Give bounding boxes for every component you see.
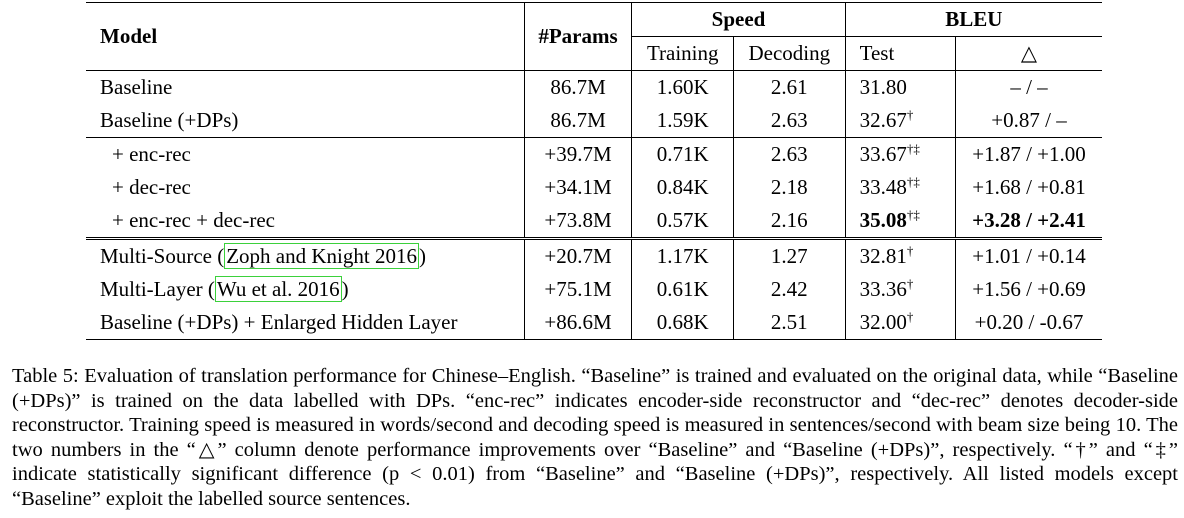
header-test: Test [845,36,957,71]
table-row: Multi-Layer (Wu et al. 2016) +75.1M 0.61… [86,273,1102,306]
model-name: Multi-Layer ( [100,277,215,301]
cell-params: 86.7M [524,104,633,138]
citation-link[interactable]: Wu et al. 2016 [214,276,342,302]
table-subheader-row: Training Decoding Test △ [86,36,1102,71]
cell-decoding: 2.18 [733,171,846,204]
cell-delta: +1.56 / +0.69 [972,277,1086,301]
cell-test: 31.80 [845,70,957,104]
significance-mark: † [906,309,914,324]
cell-model: Multi-Source (Zoph and Knight 2016) [86,237,525,273]
header-decoding: Decoding [733,36,846,71]
header-speed: Speed [631,2,846,37]
citation-link[interactable]: Zoph and Knight 2016 [224,243,419,269]
cell-training: 0.61K [631,273,735,306]
cell-decoding: 2.42 [733,273,846,306]
cell-decoding: 1.27 [733,237,846,273]
table-row: Baseline 86.7M 1.60K 2.61 31.80 – / – [86,70,1102,104]
cell-training: 0.57K [631,204,735,239]
cell-params: +34.1M [524,171,633,204]
cell-test: 33.67†‡ [845,137,957,171]
test-value-best: 35.08 [859,208,907,232]
table-row: Multi-Source (Zoph and Knight 2016) +20.… [86,237,1102,273]
header-training: Training [631,36,735,71]
header-params: #Params [524,2,633,71]
cell-params: +73.8M [524,204,633,239]
test-value: 33.36 [859,277,907,301]
cell-model: + enc-rec + dec-rec [86,204,525,239]
cell-training: 1.17K [631,237,735,273]
results-table: Model #Params Speed BLEU Training Decodi… [86,2,1102,340]
cell-params: +86.6M [524,306,633,340]
cell-model: + enc-rec [86,137,525,171]
cell-delta: – / – [955,70,1102,104]
model-name-suffix: ) [418,244,426,268]
significance-mark: † [906,243,914,258]
cell-delta: +0.20 / -0.67 [955,306,1102,340]
test-value: 31.80 [859,75,907,99]
cell-model: Baseline (+DPs) + Enlarged Hidden Layer [86,306,525,340]
test-value: 32.81 [859,244,907,268]
cell-model: Baseline [86,70,525,104]
table-row: + dec-rec +34.1M 0.84K 2.18 33.48†‡ +1.6… [86,171,1102,204]
table-row: + enc-rec + dec-rec +73.8M 0.57K 2.16 35… [86,204,1102,239]
cell-delta-best: +3.28 / +2.41 [972,208,1086,232]
test-value: 33.48 [859,175,907,199]
cell-delta: +1.01 / +0.14 [955,237,1102,273]
header-model: Model [86,2,525,71]
cell-decoding: 2.63 [733,104,846,138]
cell-params: +20.7M [524,237,633,273]
significance-mark: †‡ [906,207,920,222]
test-value: 32.00 [859,310,907,334]
cell-test: 35.08†‡ [845,204,957,239]
cell-params: +75.1M [524,273,633,306]
model-name: Multi-Source ( [100,244,225,268]
table-row: Baseline (+DPs) + Enlarged Hidden Layer … [86,306,1102,340]
cell-decoding: 2.16 [733,204,846,239]
cell-delta: +0.87 / – [991,108,1067,132]
cell-training: 0.71K [631,137,735,171]
cell-test: 32.81† [845,237,957,273]
header-delta: △ [1020,41,1038,65]
cell-test: 33.36† [845,273,957,306]
header-bleu: BLEU [845,2,1102,37]
cell-training: 1.60K [631,70,735,104]
significance-mark: †‡ [906,141,920,156]
model-name-suffix: ) [341,277,349,301]
cell-decoding: 2.61 [733,70,846,104]
cell-decoding: 2.51 [733,306,846,340]
cell-training: 0.84K [631,171,735,204]
cell-decoding: 2.63 [733,137,846,171]
significance-mark: † [906,107,914,122]
cell-params: +39.7M [524,137,633,171]
cell-delta: +1.87 / +1.00 [955,137,1102,171]
cell-training: 0.68K [631,306,735,340]
test-value: 33.67 [859,142,907,166]
table-row: Baseline (+DPs) 86.7M 1.59K 2.63 32.67† … [86,104,1102,138]
table-header-row: Model #Params Speed BLEU [86,2,1102,71]
cell-training: 1.59K [631,104,735,138]
table-caption: Table 5: Evaluation of translation perfo… [12,365,1178,510]
test-value: 32.67 [859,108,907,132]
cell-test: 32.67† [845,104,957,138]
significance-mark: † [906,276,914,291]
cell-test: 33.48†‡ [845,171,957,204]
significance-mark: †‡ [906,174,920,189]
cell-model: Baseline (+DPs) [86,104,525,138]
cell-model: Multi-Layer (Wu et al. 2016) [86,273,525,306]
cell-params: 86.7M [524,70,633,104]
table-row: + enc-rec +39.7M 0.71K 2.63 33.67†‡ +1.8… [86,137,1102,171]
cell-model: + dec-rec [86,171,525,204]
cell-test: 32.00† [845,306,957,340]
cell-delta: +1.68 / +0.81 [972,175,1086,199]
